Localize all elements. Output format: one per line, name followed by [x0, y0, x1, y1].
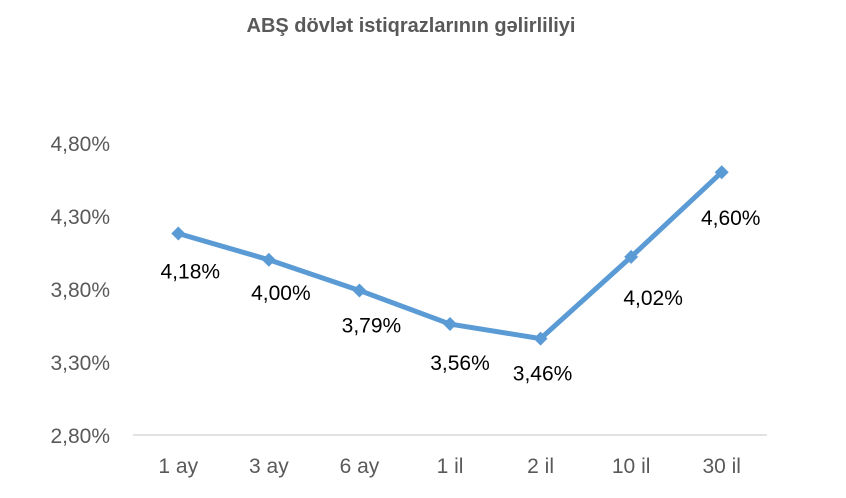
data-point-marker: [714, 165, 729, 180]
data-labels: 4,18% 4,00% 3,79% 3,56% 3,46% 4,02% 4,60%: [161, 207, 761, 385]
y-tick-label: 2,80%: [50, 425, 110, 448]
x-tick-label: 6 ay: [340, 455, 380, 478]
chart-title: ABŞ dövlət istiqrazlarının gəlirliliyi: [247, 15, 576, 37]
x-tick-label: 1 il: [437, 455, 464, 478]
data-label: 3,56%: [430, 352, 490, 375]
data-label: 4,02%: [623, 287, 683, 310]
data-point-marker: [171, 226, 186, 241]
data-point-marker: [624, 249, 639, 264]
data-label: 4,18%: [161, 261, 221, 284]
y-tick-label: 3,30%: [50, 352, 110, 375]
data-point-marker: [261, 252, 276, 267]
y-tick-label: 4,80%: [50, 133, 110, 156]
data-label: 4,60%: [701, 207, 761, 230]
data-point-marker: [533, 331, 548, 346]
y-tick-label: 3,80%: [50, 279, 110, 302]
data-label: 3,46%: [513, 363, 573, 386]
x-tick-label: 1 ay: [158, 455, 198, 478]
y-tick-label: 4,30%: [50, 206, 110, 229]
x-axis-ticks: 1 ay 3 ay 6 ay 1 il 2 il 10 il 30 il: [158, 455, 741, 478]
x-tick-label: 2 il: [527, 455, 554, 478]
data-label: 4,00%: [251, 282, 311, 305]
x-tick-label: 3 ay: [249, 455, 289, 478]
data-point-marker: [352, 283, 367, 298]
series-line: [175, 169, 725, 342]
x-tick-label: 30 il: [702, 455, 741, 478]
data-markers: [171, 165, 729, 346]
y-axis-ticks: 2,80% 3,30% 3,80% 4,30% 4,80%: [50, 133, 110, 448]
x-tick-label: 10 il: [612, 455, 651, 478]
data-point-marker: [443, 317, 457, 332]
data-label: 3,79%: [342, 314, 402, 337]
